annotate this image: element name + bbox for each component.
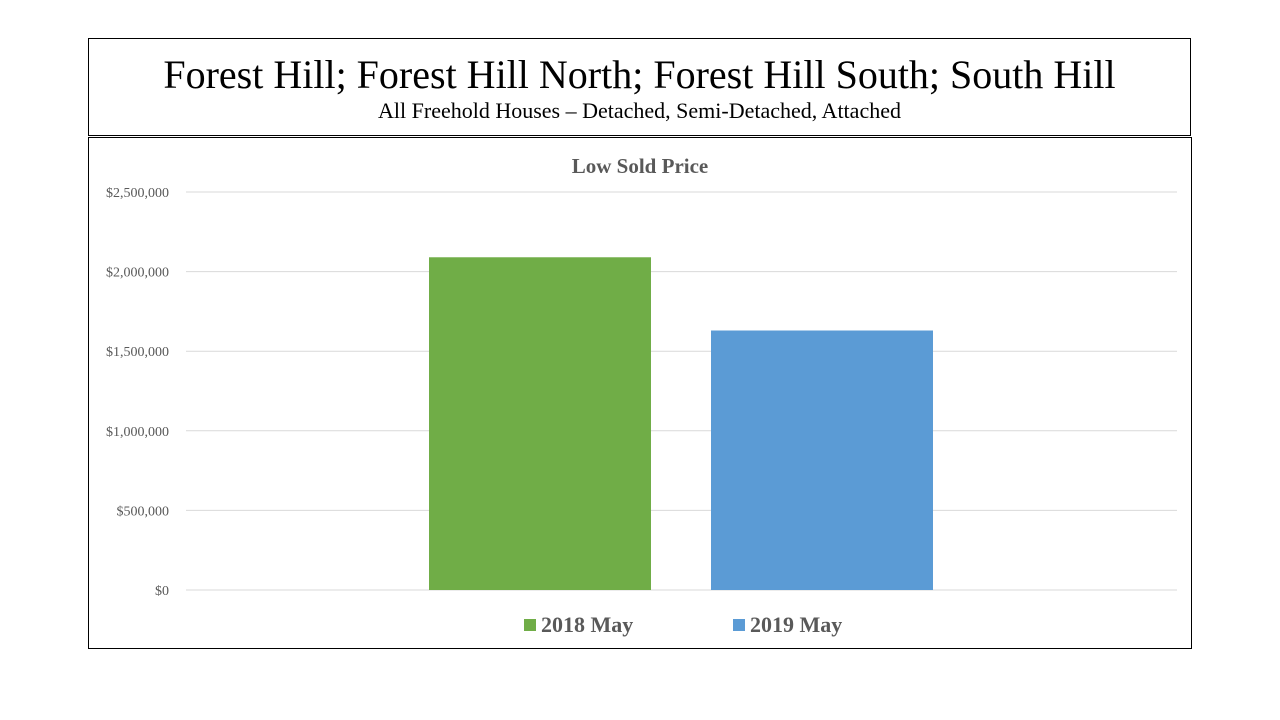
page-subtitle: All Freehold Houses – Detached, Semi-Det… xyxy=(378,98,901,123)
chart-container: Low Sold Price $0 $500,000 $1,000,000 $1,500… xyxy=(88,137,1192,649)
y-tick-label: $500,000 xyxy=(117,504,170,519)
legend-label: 2019 May xyxy=(750,612,842,637)
chart-title: Low Sold Price xyxy=(572,154,709,178)
y-tick-label: $2,500,000 xyxy=(106,186,169,201)
bar-2018-may xyxy=(429,257,651,590)
legend-swatch xyxy=(733,619,745,631)
title-box: Forest Hill; Forest Hill North; Forest H… xyxy=(88,38,1191,136)
page-title: Forest Hill; Forest Hill North; Forest H… xyxy=(163,52,1116,97)
y-tick-label: $1,500,000 xyxy=(106,345,169,360)
y-tick-label: $1,000,000 xyxy=(106,425,169,440)
bar-2019-may xyxy=(711,330,933,590)
bar-chart: Low Sold Price $0 $500,000 $1,000,000 $1,500… xyxy=(106,154,1177,637)
y-tick-label: $2,000,000 xyxy=(106,266,169,281)
y-tick-label: $0 xyxy=(155,584,169,599)
legend-label: 2018 May xyxy=(541,612,633,637)
legend-swatch xyxy=(524,619,536,631)
